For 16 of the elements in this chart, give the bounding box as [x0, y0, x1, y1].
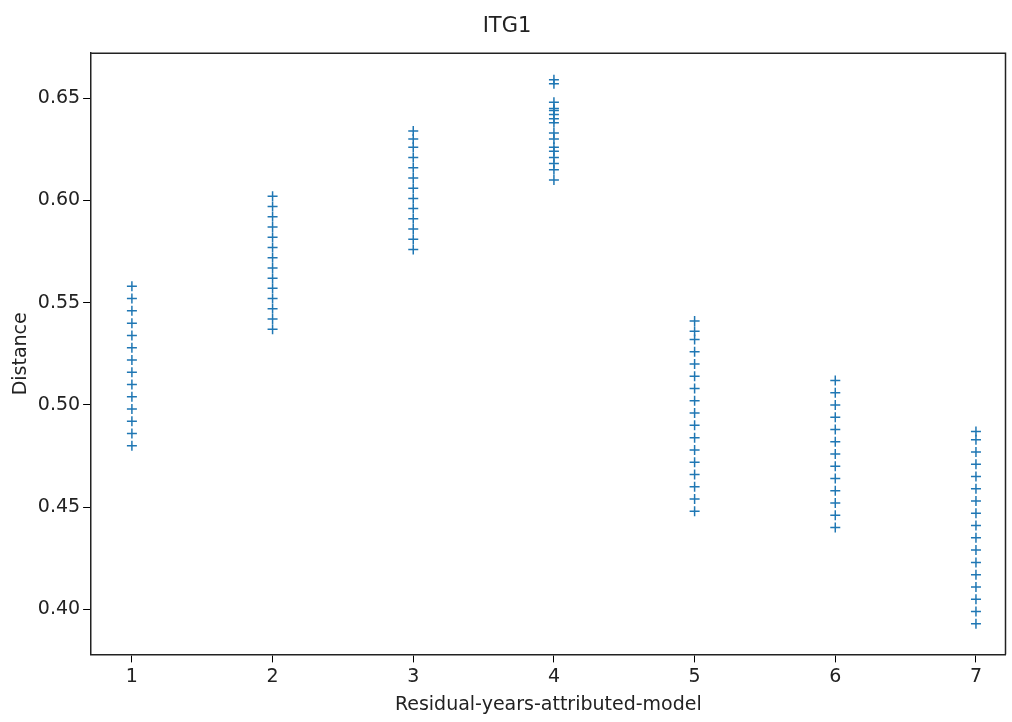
y-tick-label: 0.40 [37, 596, 81, 619]
x-tick-label: 4 [547, 663, 560, 686]
y-axis-title: Distance [8, 312, 31, 396]
x-tick-label: 2 [266, 663, 279, 686]
x-tick-label: 3 [407, 663, 420, 686]
y-tick-label: 0.50 [37, 391, 81, 414]
y-tick-label: 0.55 [37, 289, 81, 312]
x-tick-label: 5 [688, 663, 701, 686]
x-axis-title: Residual-years-attributed-model [394, 691, 702, 714]
y-tick-label: 0.65 [37, 85, 81, 108]
y-tick-label: 0.60 [37, 187, 81, 210]
chart-title: ITG1 [482, 13, 532, 38]
y-tick-label: 0.45 [37, 494, 81, 517]
x-tick-label: 1 [125, 663, 138, 686]
x-tick-label: 6 [829, 663, 842, 686]
x-tick-label: 7 [969, 663, 982, 686]
